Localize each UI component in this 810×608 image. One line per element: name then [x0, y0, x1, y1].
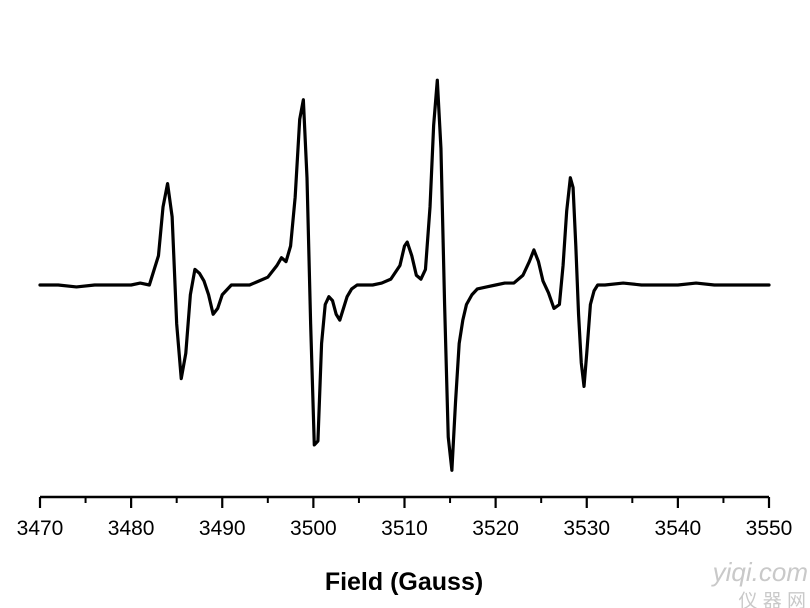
x-tick-label: 3550	[746, 517, 793, 540]
x-axis-title: Field (Gauss)	[325, 568, 483, 596]
x-tick-label: 3520	[472, 517, 519, 540]
x-tick-label: 3470	[17, 517, 64, 540]
x-tick-label: 3540	[655, 517, 702, 540]
spectrum-line-0	[38, 78, 771, 472]
x-tick-label: 3530	[563, 517, 610, 540]
x-tick-label: 3510	[381, 517, 428, 540]
watermark: yiqi.com 仪 器 网	[711, 557, 808, 608]
plot-area	[38, 78, 771, 472]
x-tick-label: 3500	[290, 517, 337, 540]
x-axis: 3470 3480 3490 3500 3510 3520 3530 3540 3550	[17, 495, 793, 540]
x-tick-label: 3490	[199, 517, 246, 540]
x-tick-label: 3480	[108, 517, 155, 540]
watermark-text: yiqi.com	[711, 557, 808, 587]
watermark-subtext: 仪 器 网	[738, 591, 806, 608]
